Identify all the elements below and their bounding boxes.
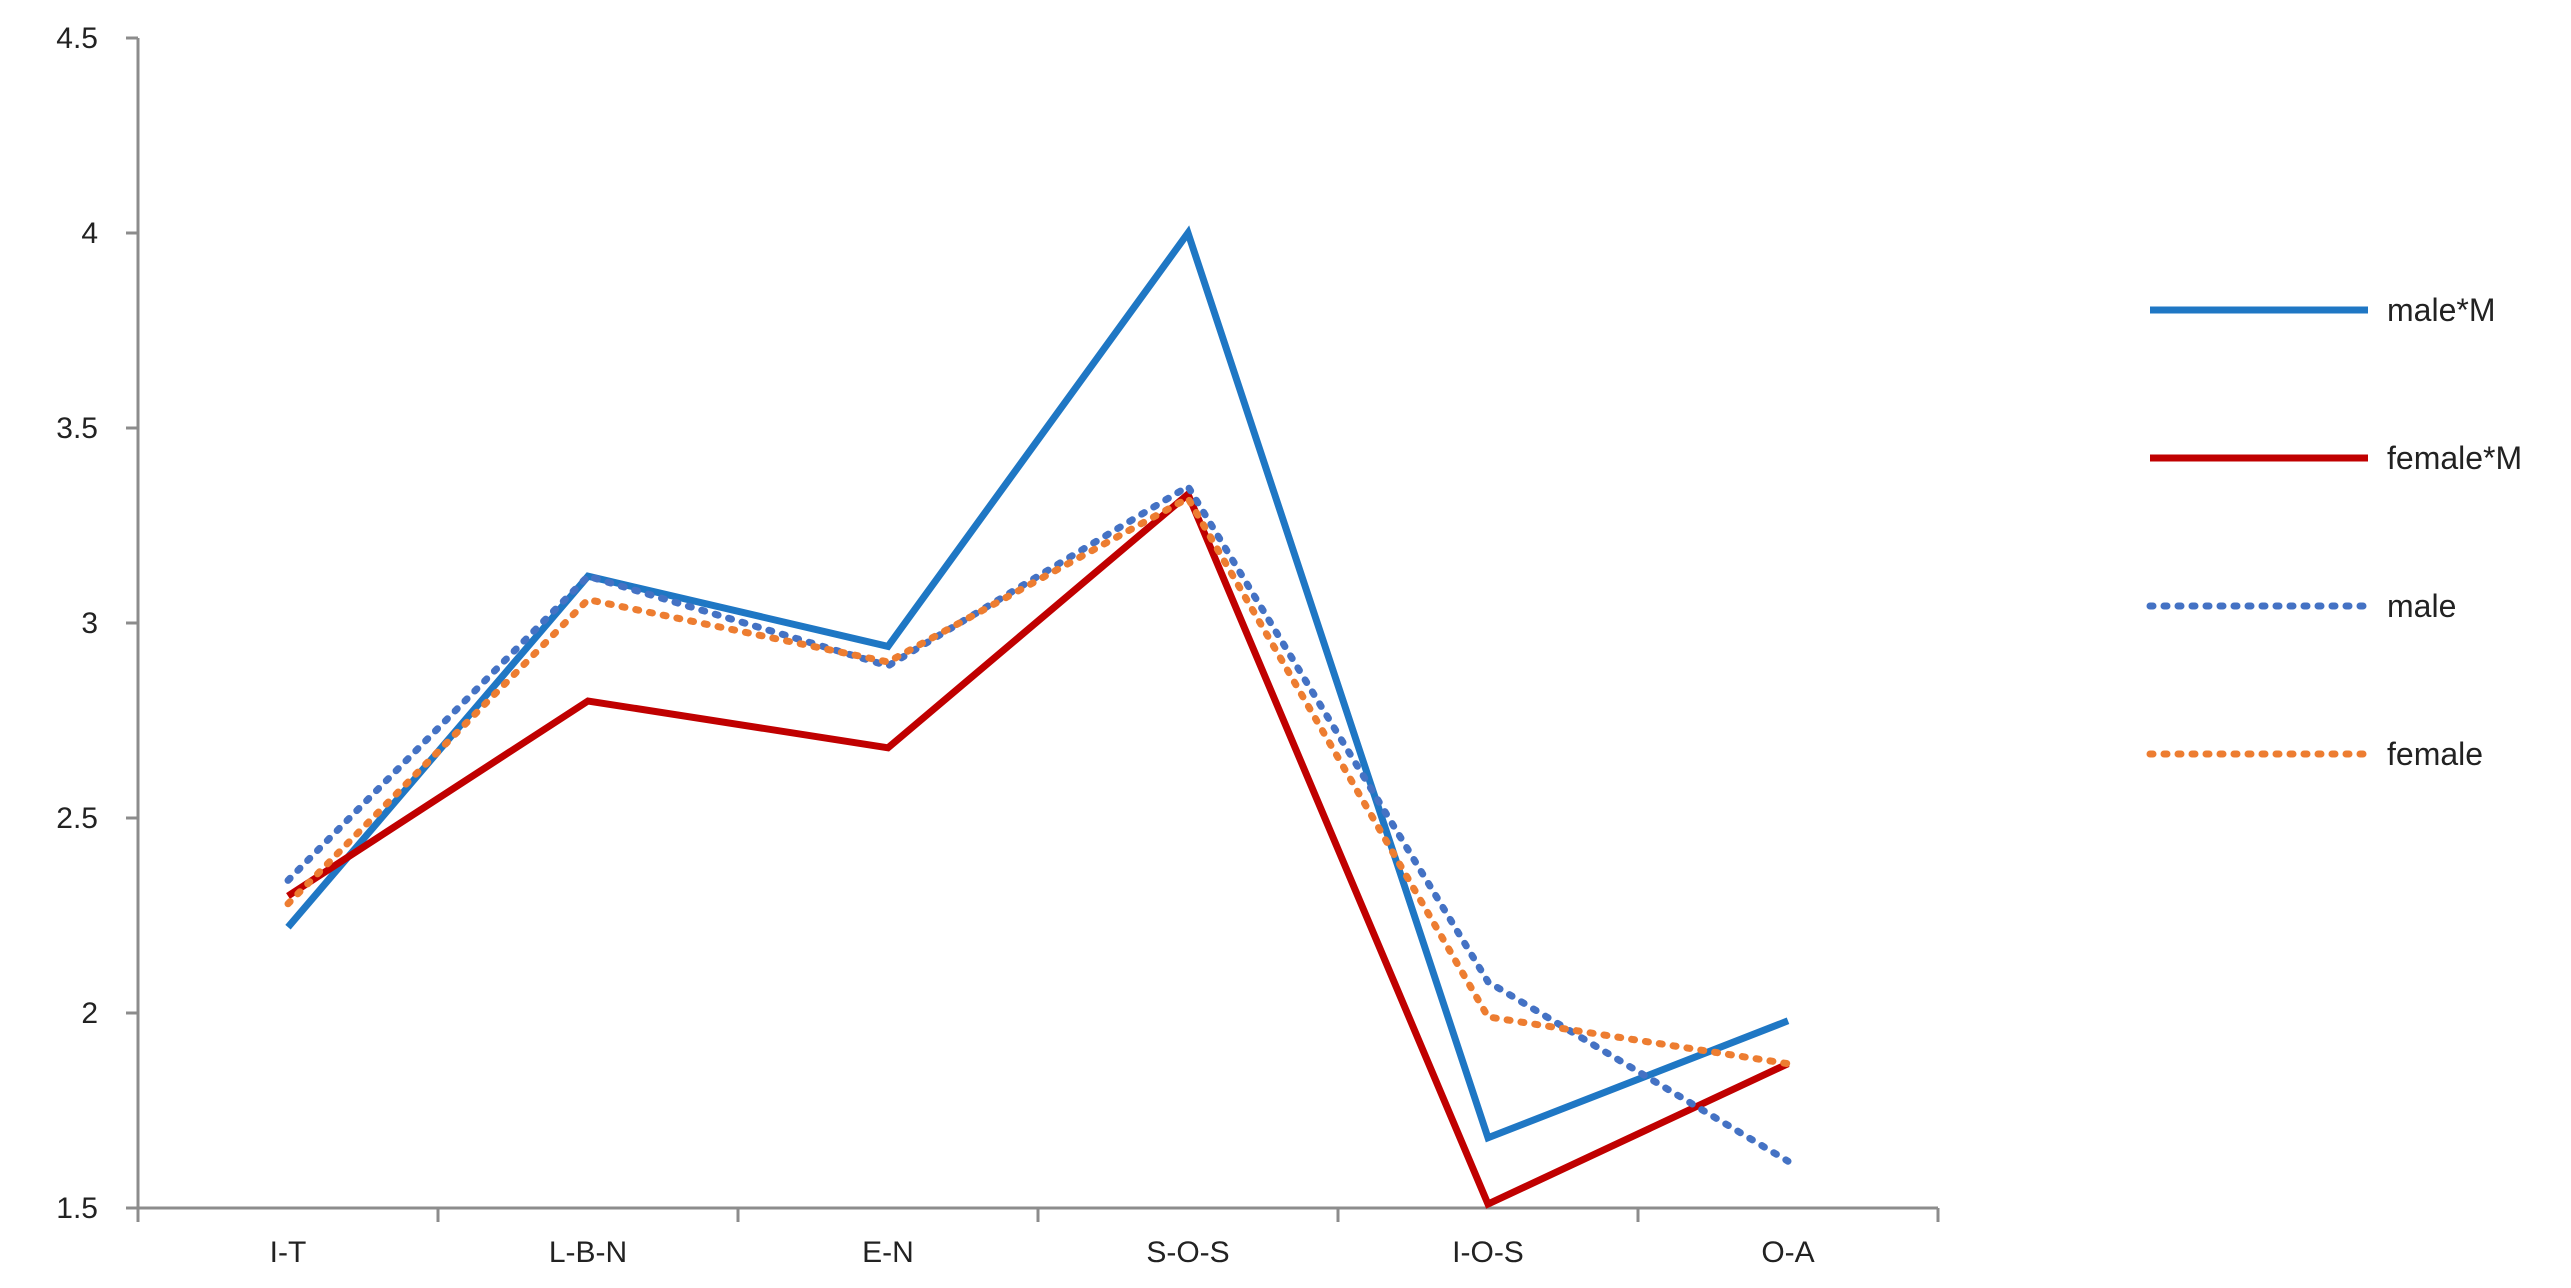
legend: male*M female*M male female [2146,292,2522,772]
y-tick-label: 2.5 [56,802,98,835]
series-group [284,225,1792,1209]
legend-label: female*M [2387,440,2522,476]
series-line-male [284,481,1792,1165]
y-tick-label: 1.5 [56,1192,98,1225]
x-tick-label: I-O-S [1452,1236,1524,1269]
x-tick-label: E-N [862,1236,914,1269]
x-tick-label: I-T [270,1236,307,1269]
y-tick-label: 3 [81,607,98,640]
series-line-female [284,493,1792,1068]
series-line-female-starm [286,488,1790,1209]
y-tick-label: 2 [81,997,98,1030]
legend-label: male*M [2387,292,2495,328]
y-tick-label: 4.5 [56,22,98,55]
legend-label: male [2387,588,2456,624]
axes: 1.5 2 2.5 3 3.5 4 4.5 I-T L-B-N E-N S-O-S I-O-S O-A [56,22,1940,1269]
x-tick-label: L-B-N [549,1236,627,1269]
y-tick-label: 3.5 [56,412,98,445]
x-tick-label: O-A [1761,1236,1814,1269]
y-tick-label: 4 [81,217,98,250]
series-line-male-starm [285,225,1790,1143]
x-tick-label: S-O-S [1146,1236,1229,1269]
legend-label: female [2387,736,2483,772]
